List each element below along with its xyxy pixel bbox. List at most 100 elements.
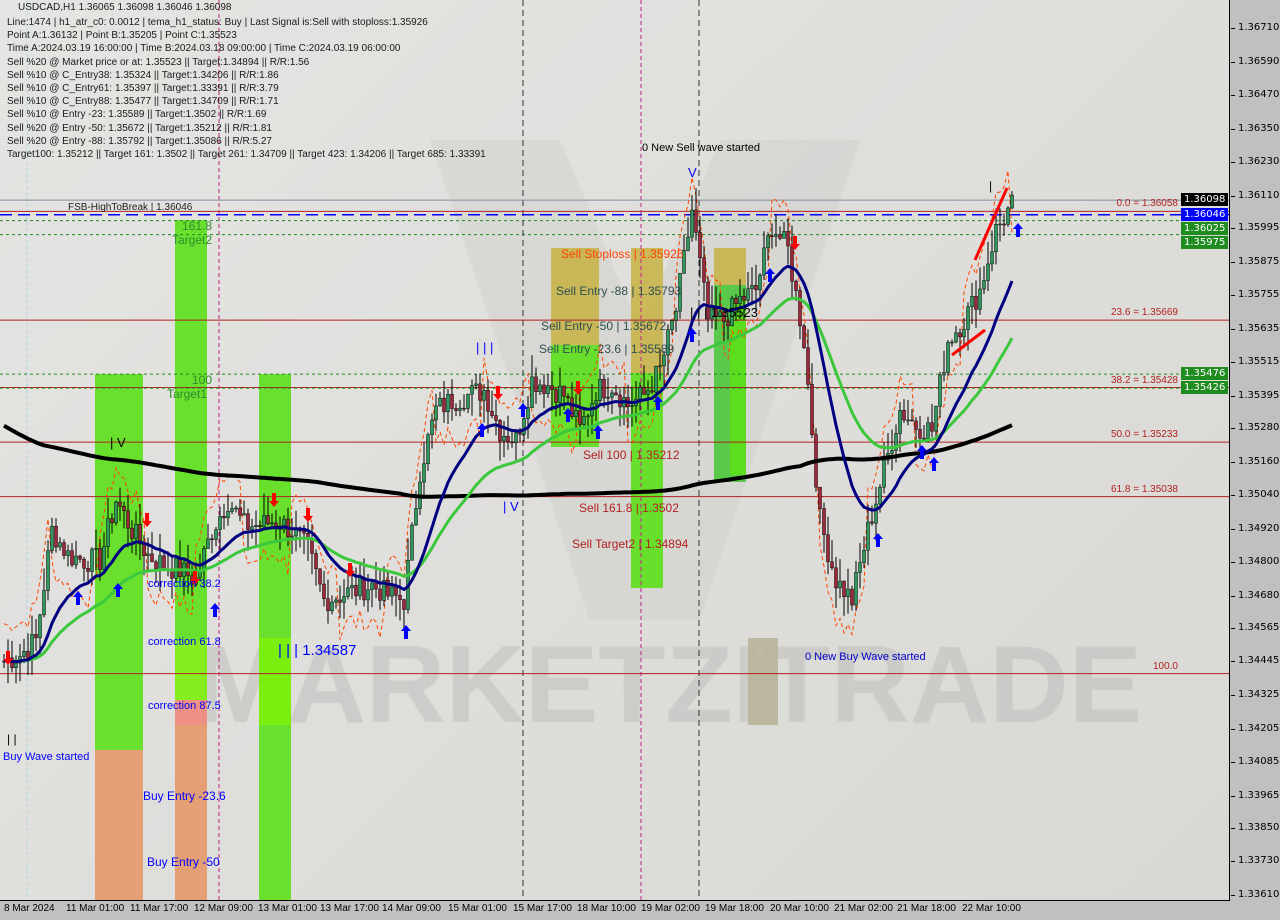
candle: [494, 399, 498, 436]
buy-arrow-icon: [765, 268, 775, 282]
candle: [458, 399, 462, 417]
time-tick: 18 Mar 10:00: [577, 903, 636, 914]
time-tick: 21 Mar 18:00: [897, 903, 956, 914]
time-tick: 21 Mar 02:00: [834, 903, 893, 914]
candle: [70, 543, 74, 568]
candle: [846, 568, 850, 614]
candle: [706, 276, 710, 333]
candle: [210, 534, 214, 554]
candle: [906, 399, 910, 426]
candle: [874, 486, 878, 541]
candle: [230, 501, 234, 515]
price-tick: 1.35160: [1230, 455, 1280, 467]
candle: [930, 403, 934, 438]
price-tick: 1.35280: [1230, 421, 1280, 433]
candle: [946, 339, 950, 377]
time-tick: 14 Mar 09:00: [382, 903, 441, 914]
signal-zone: [631, 248, 663, 373]
chart-label-t1a: 100: [192, 373, 213, 387]
candle: [42, 568, 46, 618]
candle: [702, 245, 706, 302]
time-tick: 11 Mar 01:00: [66, 903, 125, 914]
candle: [882, 442, 886, 494]
price-badge: 1.35476: [1181, 367, 1228, 381]
signal-zone: [175, 640, 207, 700]
buy-arrow-icon: [593, 425, 603, 439]
candle: [318, 568, 322, 592]
candle: [690, 195, 694, 242]
candle: [854, 560, 858, 611]
info-line: Sell %20 @ Entry -88: 1.35792 || Target:…: [7, 135, 272, 147]
chart-label-wave_ii: | |: [7, 732, 17, 746]
candle: [134, 511, 138, 556]
candle: [438, 391, 442, 407]
candle: [434, 393, 438, 431]
candle: [378, 570, 382, 610]
candle: [10, 640, 14, 673]
candle: [586, 413, 590, 438]
candle: [282, 515, 286, 534]
time-tick: 15 Mar 01:00: [448, 903, 507, 914]
candle: [766, 232, 770, 261]
candle: [898, 402, 902, 453]
candle: [514, 430, 518, 463]
candle: [122, 501, 126, 529]
candle: [682, 234, 686, 274]
candle: [234, 505, 238, 513]
price-tick: 1.34565: [1230, 621, 1280, 633]
candle: [942, 350, 946, 382]
candle: [1010, 191, 1014, 210]
candle: [618, 389, 622, 427]
candle: [454, 403, 458, 417]
candle: [806, 329, 810, 390]
candle: [254, 510, 258, 547]
price-tick: 1.36590: [1230, 55, 1280, 67]
sell-arrow-icon: [345, 563, 355, 577]
candle: [478, 373, 482, 417]
candle: [630, 386, 634, 427]
fib-label: 38.2 = 1.35428: [1110, 374, 1178, 386]
candle: [422, 442, 426, 499]
info-line: Sell %20 @ Entry -50: 1.35672 || Target:…: [7, 122, 272, 134]
signal-zone: [259, 374, 291, 900]
price-chart[interactable]: [0, 0, 1229, 900]
candle: [138, 503, 142, 561]
candle: [970, 283, 974, 324]
candle: [110, 513, 114, 534]
candle: [822, 502, 826, 553]
candle: [54, 518, 58, 553]
candle: [418, 471, 422, 516]
signal-zone: [551, 248, 599, 345]
buy-arrow-icon: [873, 533, 883, 547]
candle: [214, 526, 218, 547]
candle: [470, 379, 474, 416]
candle: [394, 576, 398, 617]
candle: [258, 520, 262, 530]
chart-label-sell161: Sell 161.8 | 1.3502: [579, 501, 679, 515]
chart-label-sell_entry88: Sell Entry -88 | 1.35793: [556, 284, 682, 298]
candle: [546, 374, 550, 398]
candle: [118, 487, 122, 521]
signal-zone: [175, 700, 207, 725]
candle: [354, 567, 358, 606]
candle: [866, 504, 870, 566]
candle: [338, 585, 342, 619]
price-tick: 1.34445: [1230, 655, 1280, 667]
price-tick: 1.35040: [1230, 489, 1280, 501]
info-line: Time A:2024.03.19 16:00:00 | Time B:2024…: [7, 43, 401, 55]
candle: [542, 374, 546, 409]
candle: [250, 518, 254, 539]
sell-arrow-icon: [3, 651, 13, 665]
chart-label-wave_iv: | V: [110, 435, 126, 450]
candle: [442, 381, 446, 423]
chart-label-wave_i: |: [989, 179, 993, 193]
chart-label-sell_stoploss: Sell Stoploss | 1.35926: [561, 247, 684, 261]
candle: [902, 399, 906, 423]
candle: [718, 292, 722, 318]
candle: [554, 387, 558, 417]
candle: [218, 506, 222, 550]
symbol-line: USDCAD,H1 1.36065 1.36098 1.36046 1.3609…: [18, 2, 232, 13]
candle: [34, 618, 38, 652]
candle: [858, 542, 862, 589]
info-line: Target100: 1.35212 || Target 161: 1.3502…: [7, 149, 486, 160]
